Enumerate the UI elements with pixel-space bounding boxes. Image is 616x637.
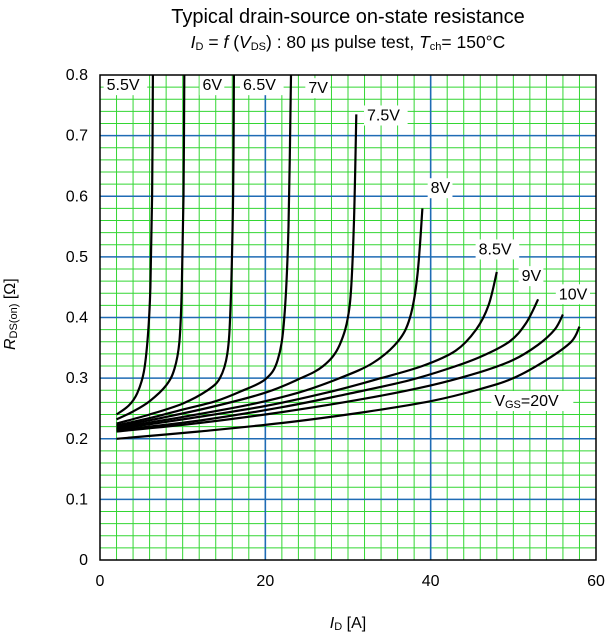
vgs-label-text: VGS=20V: [494, 393, 559, 411]
curve-label-text: 7V: [308, 80, 328, 97]
curve-label: 6.5V: [240, 75, 284, 96]
tick-labels: 0 20 40 60 0 0.1 0.2 0.3 0.4 0.5 0.6 0.7 0.8: [66, 67, 605, 590]
curve-label-text: 10V: [559, 286, 588, 303]
y-tick-label: 0.4: [66, 310, 88, 327]
curve-label-text: 5.5V: [107, 77, 140, 94]
y-tick-label: 0.3: [66, 370, 88, 387]
y-tick-label: 0.6: [66, 188, 88, 205]
series-line-9v: [116, 298, 540, 432]
series-line-7v: [116, 74, 293, 427]
vgs-label: VGS=20V: [491, 391, 574, 412]
y-tick-label: 0.2: [66, 431, 88, 448]
x-axis-label: ID [A]: [329, 615, 367, 633]
y-axis-label: RDS(on) [Ω]: [2, 278, 20, 350]
series-line-10v: [116, 313, 564, 433]
curve-label-bg: [555, 284, 590, 305]
chart-title: Typical drain-source on-state resistance: [171, 6, 525, 28]
series-line-5-5v: [115, 74, 154, 416]
x-tick-label: 60: [587, 573, 605, 590]
curve-label-text: 8V: [431, 180, 451, 197]
curve-label-bg: [305, 78, 331, 99]
x-tick-label: 40: [422, 573, 440, 590]
curve-label-text: 7.5V: [367, 107, 400, 124]
y-tick-label: 0.1: [66, 491, 88, 508]
series-line-6-5v: [116, 74, 235, 425]
series-line-6v: [116, 74, 186, 421]
curve-label: 9V: [518, 266, 544, 287]
vgs-label-bg: [491, 391, 574, 412]
curve-label: 6V: [199, 75, 225, 96]
curve-label-bg: [518, 266, 544, 287]
y-tick-label: 0.8: [66, 67, 88, 84]
y-tick-label: 0: [79, 552, 88, 569]
series-line-8v: [116, 208, 424, 429]
curve-label-text: 9V: [522, 268, 542, 285]
curve-label: 8.5V: [475, 239, 520, 260]
curve-labels: 5.5V 6V 6.5V 7V 7.5V 8V 8.5V 9V 10V VGS=20V: [103, 75, 590, 412]
chart-subtitle: ID = f (VDS) : 80 µs pulse test, Tch= 15…: [190, 32, 506, 53]
series-line-8-5v: [116, 271, 498, 431]
x-tick-label: 0: [96, 573, 105, 590]
series-line-7-5v: [116, 114, 358, 428]
curve-label: 10V: [555, 284, 590, 305]
curve-label-bg: [364, 105, 408, 126]
curve-label-text: 6V: [203, 77, 223, 94]
curves: [115, 74, 581, 440]
plot-frame: [99, 74, 597, 561]
curve-label-bg: [199, 75, 225, 96]
curve-label-text: 6.5V: [243, 77, 276, 94]
curve-label-bg: [427, 178, 453, 199]
series-line-vgs-20v: [116, 326, 581, 440]
curve-label-bg: [475, 239, 520, 260]
x-tick-label: 20: [256, 573, 274, 590]
curve-label: 7.5V: [364, 105, 408, 126]
curve-label: 5.5V: [103, 75, 148, 96]
curve-label-bg: [103, 75, 148, 96]
y-tick-label: 0.5: [66, 249, 88, 266]
y-tick-label: 0.7: [66, 128, 88, 145]
curve-label-bg: [240, 75, 284, 96]
curve-label-text: 8.5V: [479, 241, 512, 258]
curve-label: 8V: [427, 178, 453, 199]
curve-label: 7V: [305, 78, 331, 99]
